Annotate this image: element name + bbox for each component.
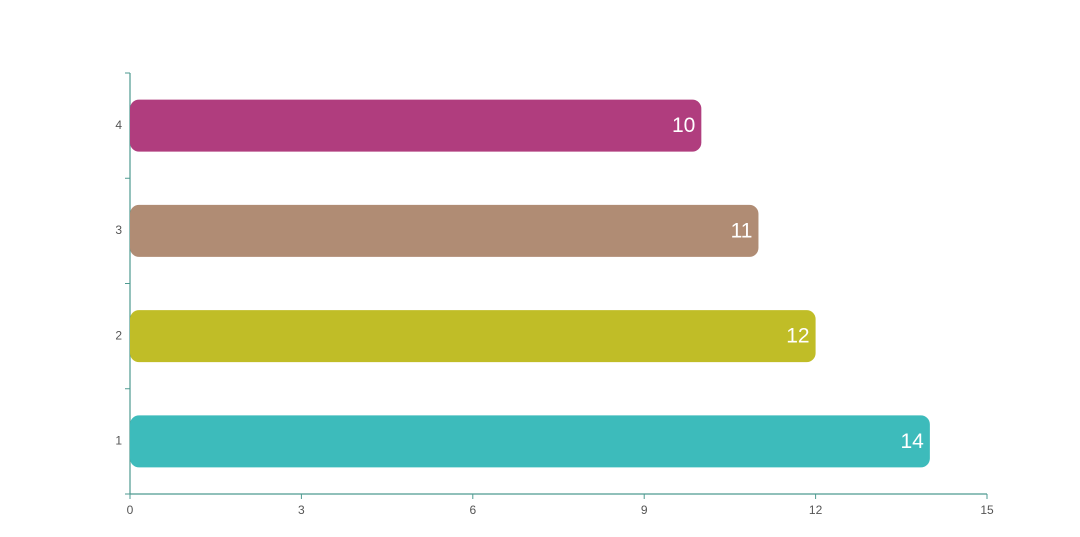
bar [130,204,759,257]
x-tick-label: 9 [641,503,648,517]
x-tick-label: 12 [809,503,823,517]
value-label: 12 [786,325,809,348]
x-tick-label: 6 [469,503,476,517]
x-tick-label: 0 [127,503,134,517]
y-tick-label: 4 [115,118,122,132]
value-label: 10 [672,114,695,137]
bar [130,99,702,152]
y-tick-label: 3 [115,223,122,237]
value-label: 14 [901,430,925,453]
x-tick-label: 3 [298,503,305,517]
bar [130,415,930,468]
bar [130,310,816,363]
value-label: 11 [731,219,753,242]
y-tick-label: 1 [115,434,122,448]
x-tick-label: 15 [980,503,994,517]
y-tick-label: 2 [115,328,122,342]
